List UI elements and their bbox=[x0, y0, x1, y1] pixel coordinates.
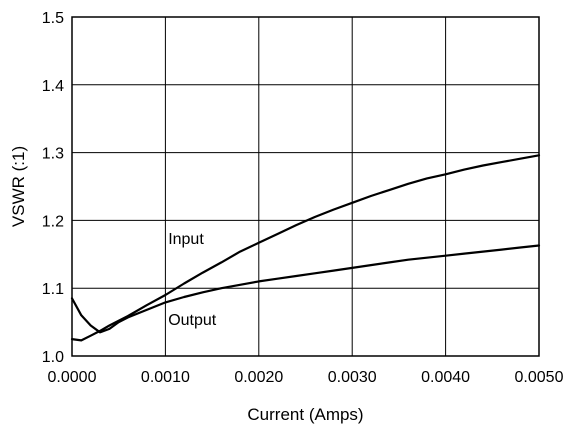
annotation-output: Output bbox=[168, 312, 217, 329]
plot-frame bbox=[71, 16, 540, 357]
series-lines bbox=[70, 154, 541, 342]
x-tick-label: 0.0040 bbox=[421, 369, 470, 386]
grid bbox=[71, 16, 540, 357]
x-tick-label: 0.0030 bbox=[328, 369, 377, 386]
annotation-input: Input bbox=[168, 231, 204, 248]
series-line-output bbox=[70, 244, 541, 334]
x-tick-label: 0.0020 bbox=[234, 369, 283, 386]
y-tick-label: 1.0 bbox=[42, 349, 64, 366]
x-tick-label: 0.0000 bbox=[48, 369, 97, 386]
y-tick-labels: 1.0 1.1 1.2 1.3 1.4 1.5 bbox=[42, 10, 64, 366]
y-tick-label: 1.2 bbox=[42, 213, 64, 230]
y-tick-label: 1.4 bbox=[42, 78, 64, 95]
x-tick-label: 0.0050 bbox=[515, 369, 564, 386]
x-tick-labels: 0.0000 0.0010 0.0020 0.0030 0.0040 0.0050 bbox=[48, 369, 564, 386]
annotations: Input Output bbox=[168, 231, 217, 329]
y-axis-title: VSWR (:1) bbox=[9, 146, 28, 227]
x-tick-label: 0.0010 bbox=[141, 369, 190, 386]
series-line-input bbox=[70, 154, 541, 342]
y-tick-label: 1.5 bbox=[42, 10, 64, 27]
y-tick-label: 1.3 bbox=[42, 146, 64, 163]
x-axis-title: Current (Amps) bbox=[247, 405, 363, 424]
y-tick-label: 1.1 bbox=[42, 281, 64, 298]
